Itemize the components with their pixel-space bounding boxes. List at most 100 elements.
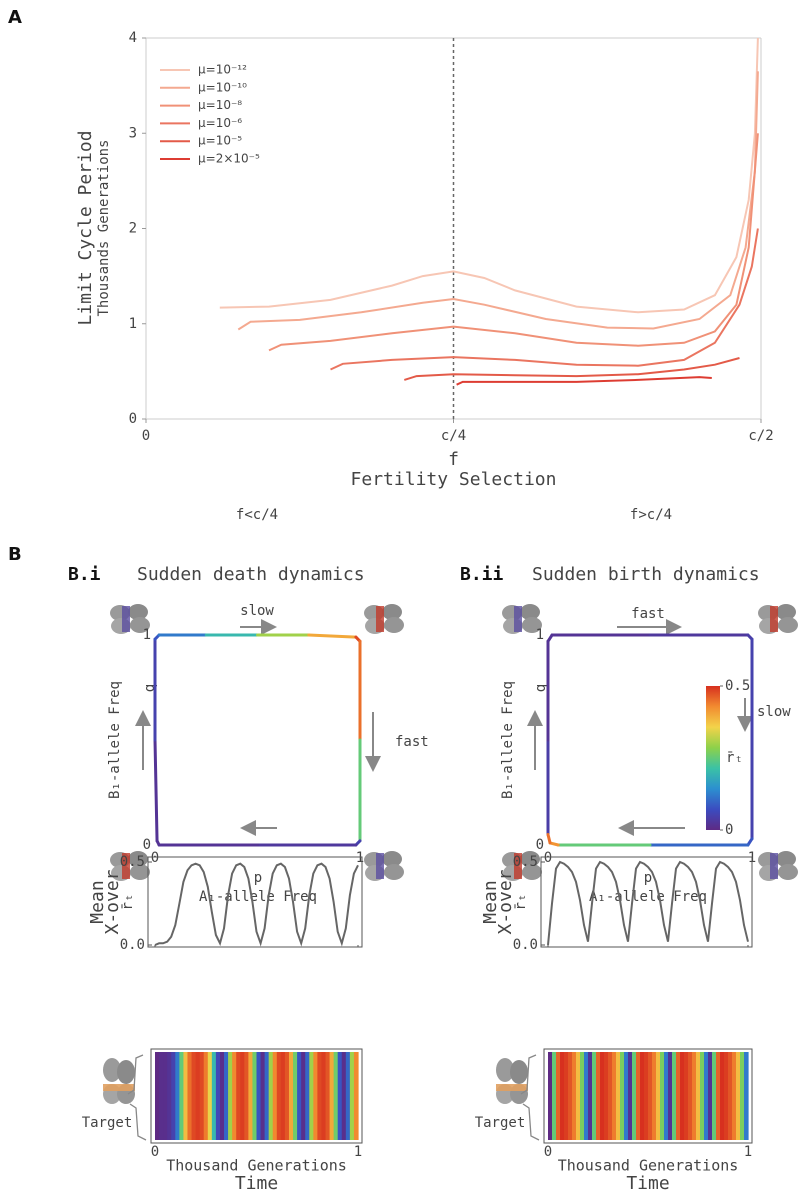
trajectory-segment xyxy=(153,738,159,843)
y-axis-title: r̄ₜ xyxy=(513,894,529,911)
heatmap-cell xyxy=(604,1052,609,1140)
heatmap-frame xyxy=(543,1048,753,1144)
series-line xyxy=(219,37,759,314)
heatmap-cell xyxy=(244,1052,249,1140)
heatmap-cell xyxy=(264,1052,270,1140)
heatmap-cell xyxy=(268,1052,274,1140)
heatmap-cell xyxy=(252,1052,258,1140)
heatmap-cell xyxy=(740,1052,745,1140)
subpanel-label: B.ii xyxy=(460,564,504,585)
heatmap-cell xyxy=(708,1052,713,1140)
heatmap-cell xyxy=(664,1052,669,1140)
annotation: fast xyxy=(631,606,665,622)
cell-icon xyxy=(364,851,404,881)
heatmap-cell xyxy=(564,1052,569,1140)
heatmap-cell xyxy=(337,1052,343,1140)
heatmap-cell xyxy=(228,1052,233,1140)
heatmap-cell xyxy=(576,1052,581,1140)
plot-frame xyxy=(540,856,753,948)
heatmap-cell xyxy=(260,1052,266,1140)
y-tick-label: 0 xyxy=(536,837,544,853)
heatmap-cell xyxy=(556,1052,561,1140)
heatmap-cell xyxy=(256,1052,262,1140)
bracket xyxy=(520,1054,537,1095)
heatmap-cell xyxy=(341,1052,347,1140)
heatmap-cell xyxy=(684,1052,689,1140)
x-axis-title: Thousand Generations xyxy=(558,1157,739,1175)
heatmap-cell xyxy=(179,1052,185,1140)
legend-label: μ=10⁻⁶ xyxy=(198,116,242,130)
heatmap-cell xyxy=(325,1052,331,1140)
heatmap-cell xyxy=(232,1052,237,1140)
y-tick-label: 4 xyxy=(129,30,137,46)
x-tick-label: 0 xyxy=(544,1144,552,1160)
heatmap-cell xyxy=(203,1052,209,1140)
x-axis-title: Thousand Generations xyxy=(166,1157,347,1175)
x-axis-title: Time xyxy=(235,1173,278,1193)
x-tick-label: c/4 xyxy=(441,428,466,444)
y-axis-title: Mean xyxy=(87,880,108,923)
heatmap-cell xyxy=(632,1052,637,1140)
x-axis-title: A₁-allele Freq xyxy=(199,889,317,905)
heatmap-cell xyxy=(700,1052,705,1140)
heatmap-cell xyxy=(720,1052,725,1140)
legend-label: μ=10⁻¹² xyxy=(198,63,247,77)
heatmap-cell xyxy=(644,1052,649,1140)
heatmap-cell xyxy=(600,1052,605,1140)
heatmap-cell xyxy=(155,1052,160,1140)
heatmap-cell xyxy=(584,1052,589,1140)
y-tick-label: 0.0 xyxy=(120,937,145,953)
heatmap-cell xyxy=(620,1052,625,1140)
heatmap-cell xyxy=(297,1052,302,1140)
cell-icon xyxy=(758,851,798,881)
heatmap-cell xyxy=(652,1052,657,1140)
heatmap-cell xyxy=(696,1052,701,1140)
heatmap-cell xyxy=(159,1052,164,1140)
series-line xyxy=(330,228,759,371)
cell-icon xyxy=(103,1058,135,1104)
heatmap-cell xyxy=(560,1052,565,1140)
y-tick-label: 3 xyxy=(129,125,137,141)
x-axis-title: Time xyxy=(626,1173,669,1193)
y-tick-label: 0.5 xyxy=(513,854,538,870)
heatmap-cell xyxy=(284,1052,290,1140)
heatmap-cell xyxy=(736,1052,741,1140)
x-axis-title: Fertility Selection xyxy=(351,469,557,490)
y-axis-title: Mean xyxy=(480,880,501,923)
x-tick-label: 0 xyxy=(544,850,552,866)
heatmap-cell xyxy=(240,1052,245,1140)
heatmap-cell xyxy=(349,1052,355,1140)
x-tick-label: c/2 xyxy=(748,428,773,444)
legend-label: μ=2×10⁻⁵ xyxy=(198,152,260,166)
heatmap-cell xyxy=(195,1052,201,1140)
heatmap-cell xyxy=(640,1052,645,1140)
bracket xyxy=(129,1103,147,1141)
heatmap-cell xyxy=(236,1052,241,1140)
colorbar-label: r̄ₜ xyxy=(726,750,743,766)
y-axis-title: X-over xyxy=(495,869,516,934)
heatmap-cell xyxy=(660,1052,665,1140)
panel-label: A xyxy=(8,7,22,28)
heatmap-cell xyxy=(183,1052,189,1140)
heatmap-cell xyxy=(656,1052,661,1140)
y-tick-label: 1 xyxy=(129,316,137,332)
colorbar-tick-label: 0.5 xyxy=(725,678,750,694)
colorbar xyxy=(706,686,720,830)
y-axis-title: B₁-allele Freq xyxy=(500,681,516,799)
y-axis-title: B₁-allele Freq xyxy=(107,681,123,799)
heatmap-frame xyxy=(150,1048,363,1144)
y-tick-label: 2 xyxy=(129,221,137,237)
x-axis-symbol: f xyxy=(448,449,459,470)
y-tick-label: 0 xyxy=(143,837,151,853)
heatmap-cell xyxy=(305,1052,310,1140)
y-axis-title: Limit Cycle Period xyxy=(75,130,96,325)
heatmap-cell xyxy=(592,1052,597,1140)
heatmap-cell xyxy=(199,1052,205,1140)
heatmap-cell xyxy=(211,1052,217,1140)
heatmap-cell xyxy=(732,1052,737,1140)
heatmap-cell xyxy=(680,1052,685,1140)
x-tick-label: 0 xyxy=(151,850,159,866)
legend-label: μ=10⁻⁸ xyxy=(198,98,242,112)
annotation: fast xyxy=(395,734,429,750)
